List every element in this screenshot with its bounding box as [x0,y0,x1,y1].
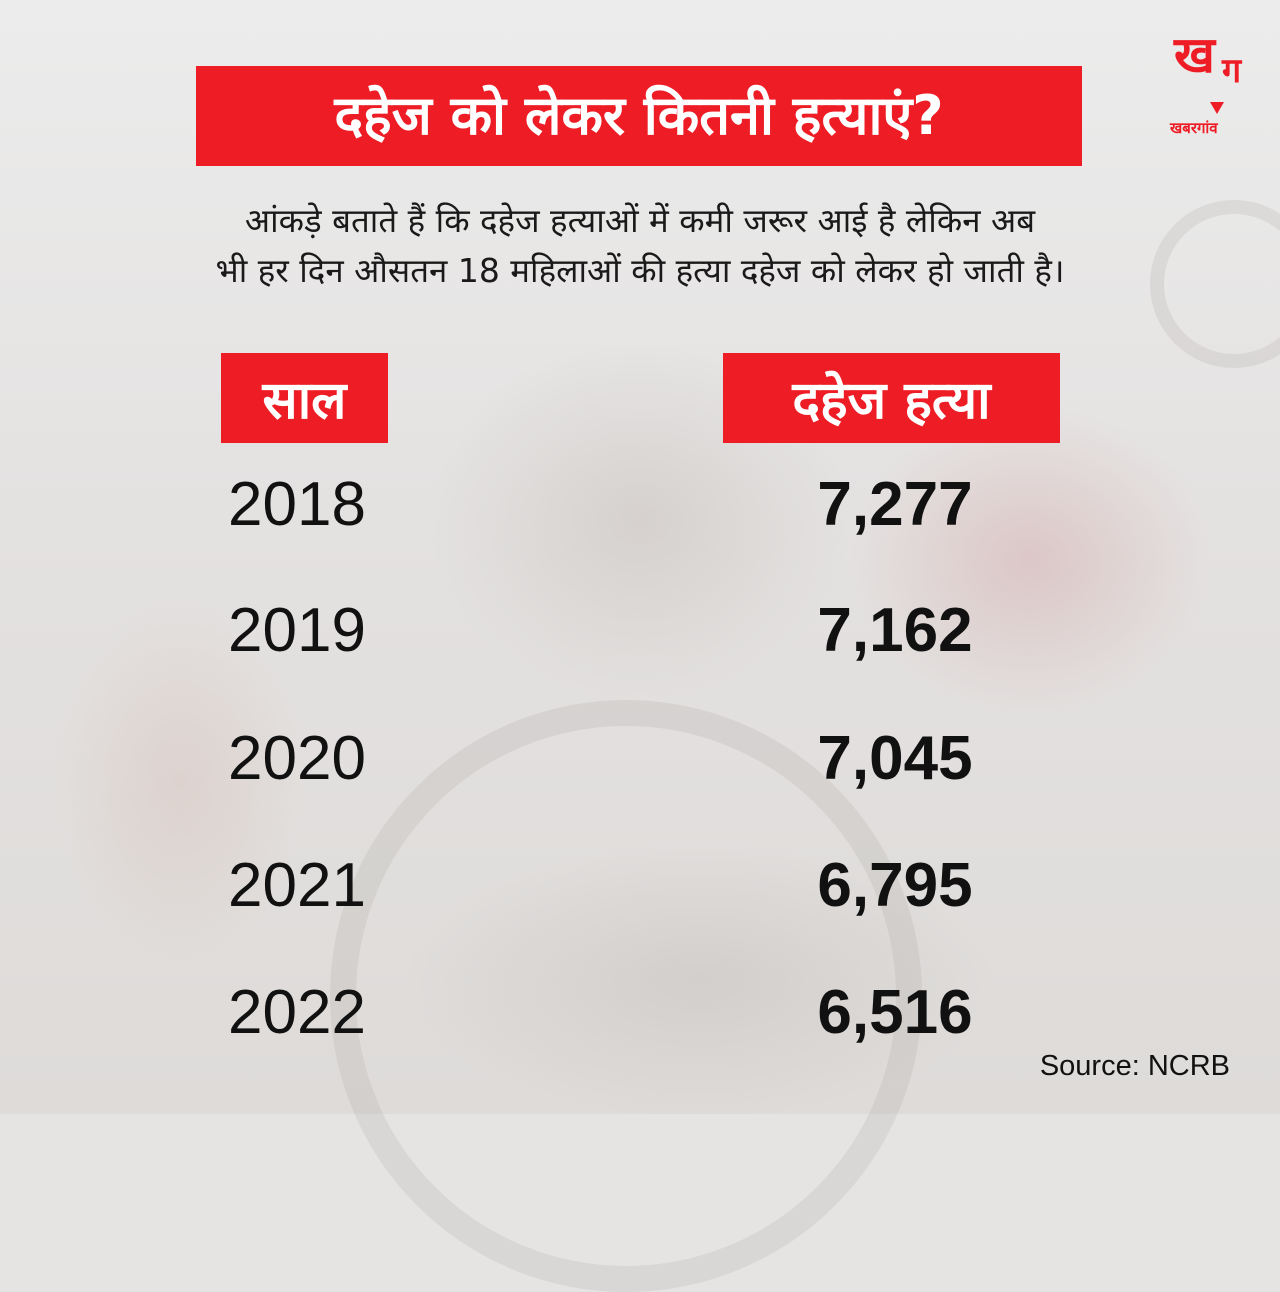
brand-mark-glyph-2: ग [1222,51,1242,91]
table-row-year: 2019 [228,596,366,665]
table-row-deaths: 6,516 [817,978,973,1047]
table-row-year: 2021 [228,851,366,920]
subtitle-line-1: आंकड़े बताते हैं कि दहेज हत्याओं में कमी… [244,201,1036,240]
speech-pointer-icon [1210,102,1224,114]
brand-mark-icon: ख ग [1174,26,1258,114]
subtitle: आंकड़े बताते हैं कि दहेज हत्याओं में कमी… [60,196,1220,296]
page-title: दहेज को लेकर कितनी हत्याएं? [334,84,944,147]
subtitle-line-2: भी हर दिन औसतन 18 महिलाओं की हत्या दहेज … [215,251,1065,290]
table-row-deaths: 7,162 [817,596,973,665]
brand-mark-glyph-1: ख [1174,26,1215,84]
brand-name: खबरगांव [1170,119,1218,137]
brand-logo: ख ग खबरगांव [1168,26,1268,146]
column-header-dowry-deaths: दहेज हत्या [723,353,1060,443]
source-credit: Source: NCRB [1039,1050,1230,1082]
table-row-deaths: 7,045 [817,724,973,793]
table-row-deaths: 6,795 [817,851,973,920]
title-banner: दहेज को लेकर कितनी हत्याएं? [196,66,1082,166]
column-header-year: साल [221,353,388,443]
table-row-deaths: 7,277 [817,470,973,539]
table-row-year: 2022 [228,978,366,1047]
table-row-year: 2018 [228,470,366,539]
table-row-year: 2020 [228,724,366,793]
